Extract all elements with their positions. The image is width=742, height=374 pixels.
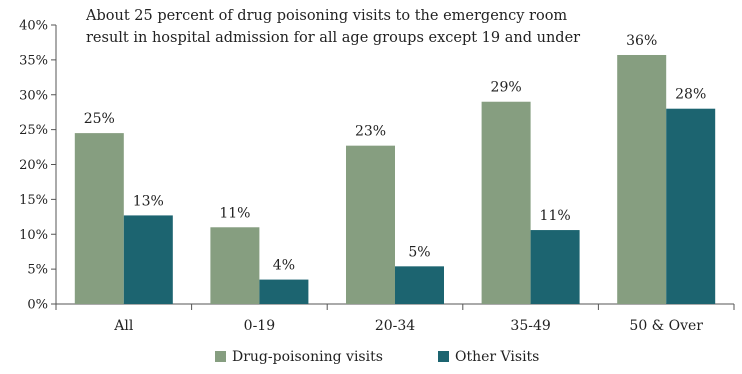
category-label: 35-49 (510, 318, 550, 334)
y-tick-label: 30% (19, 88, 48, 103)
y-tick-label: 20% (19, 158, 48, 173)
y-tick-label: 15% (19, 193, 48, 208)
y-tick-label: 10% (19, 228, 48, 243)
chart-title-line-2: result in hospital admission for all age… (86, 30, 580, 46)
bar-other-visits (666, 108, 716, 304)
data-label: 4% (273, 258, 295, 274)
category-label: 0-19 (244, 318, 275, 334)
legend-label: Other Visits (455, 349, 539, 365)
bar-drug-poisoning (74, 133, 124, 304)
category-label: 20-34 (375, 318, 415, 334)
bars-group (74, 54, 716, 305)
data-label: 29% (491, 80, 522, 96)
bar-other-visits (395, 266, 444, 304)
bar-other-visits (123, 215, 173, 304)
bar-other-visits (530, 230, 580, 304)
legend-label: Drug-poisoning visits (232, 349, 383, 365)
category-label: 50 & Over (629, 318, 703, 334)
data-label: 13% (133, 193, 164, 209)
y-tick-label: 5% (27, 263, 48, 278)
data-label: 28% (675, 87, 706, 103)
bar-drug-poisoning (481, 101, 531, 304)
y-tick-label: 0% (27, 298, 48, 313)
legend-swatch (215, 351, 226, 362)
category-label: All (113, 318, 134, 334)
data-label: 5% (408, 244, 430, 260)
data-label: 36% (626, 33, 657, 49)
y-tick-label: 25% (19, 123, 48, 138)
legend: Drug-poisoning visits Other Visits (215, 349, 539, 365)
legend-swatch (438, 351, 449, 362)
y-axis: 0% 5% 10% 15% 20% 25% 30% 35% 40% (19, 19, 57, 313)
data-label: 23% (355, 124, 386, 140)
bar-other-visits (259, 279, 309, 304)
bar-drug-poisoning (617, 54, 667, 305)
chart-title-line-1: About 25 percent of drug poisoning visit… (85, 8, 567, 24)
y-tick-label: 35% (19, 53, 48, 68)
data-label: 11% (219, 205, 250, 221)
y-tick-label: 40% (19, 19, 48, 34)
x-axis: All 0-19 20-34 35-49 50 & Over (55, 303, 735, 334)
data-label: 11% (540, 208, 571, 224)
data-label: 25% (84, 111, 115, 127)
chart-title: About 25 percent of drug poisoning visit… (85, 8, 580, 46)
bar-drug-poisoning (346, 145, 395, 304)
data-labels-group: 25% 13% 11% 4% 23% 5% 29% 11% 36% 28% (84, 33, 707, 274)
bar-drug-poisoning (210, 227, 260, 304)
